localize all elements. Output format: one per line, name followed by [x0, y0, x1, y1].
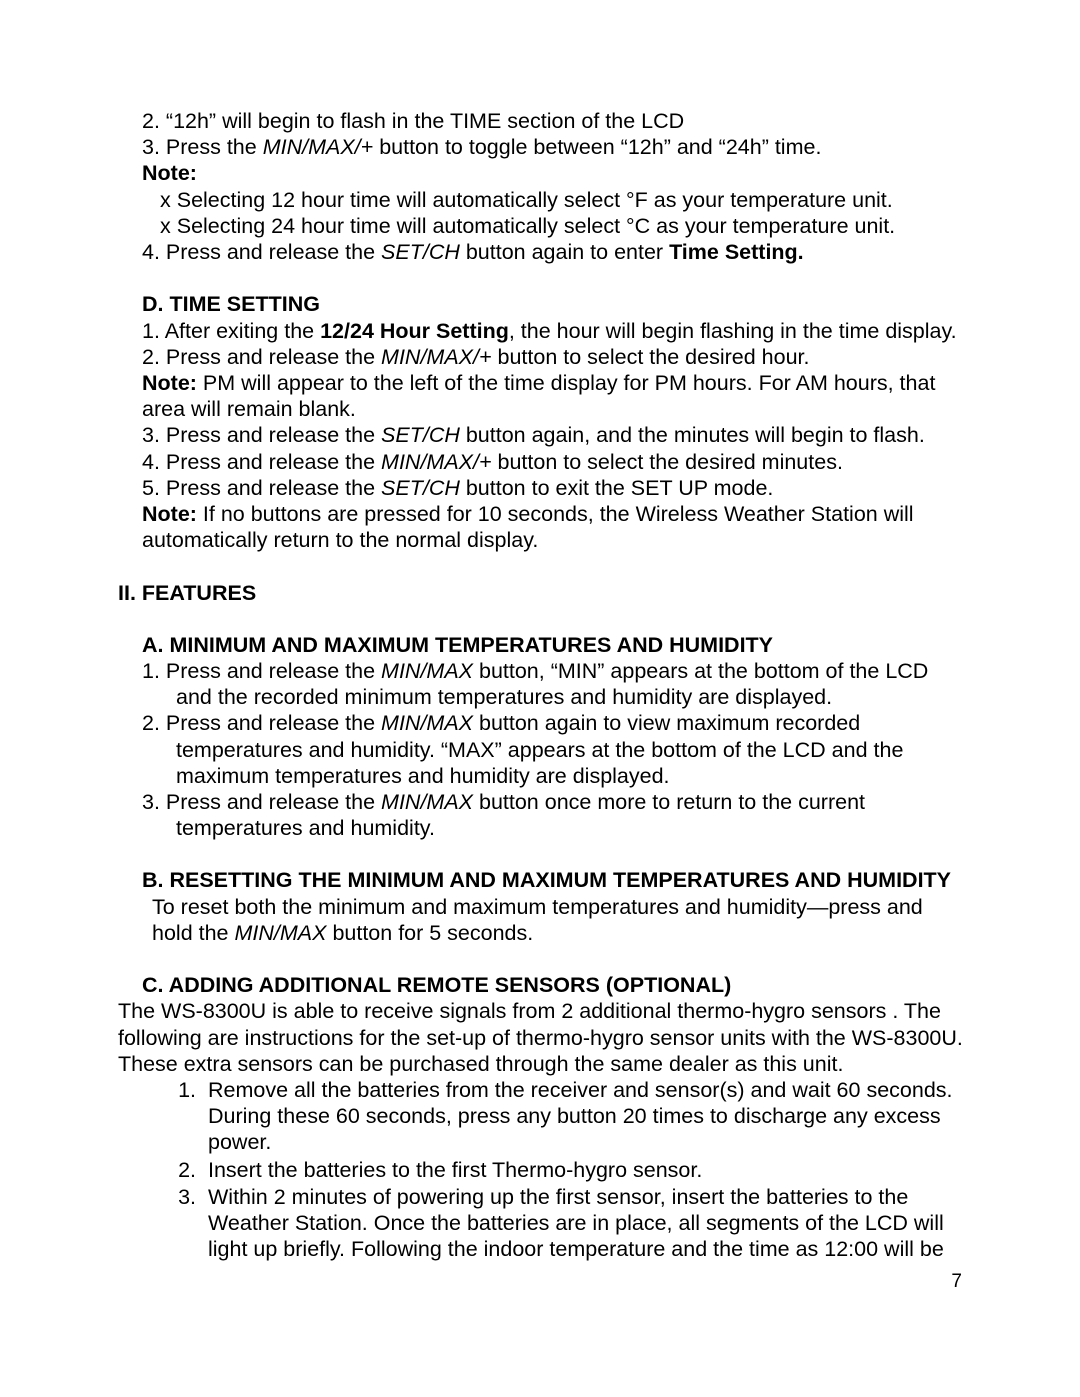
list-item: 2. “12h” will begin to flash in the TIME… — [118, 108, 968, 134]
heading-d: D. TIME SETTING — [118, 291, 968, 317]
button-name: MIN/MAX/+ — [381, 345, 492, 369]
list-item: 4. Press and release the SET/CH button a… — [118, 239, 968, 265]
heading-a: A. MINIMUM AND MAXIMUM TEMPERATURES AND … — [118, 632, 968, 658]
list-item: Insert the batteries to the first Thermo… — [202, 1157, 968, 1183]
heading-ii: II. FEATURES — [118, 580, 968, 606]
text: 2. Press and release the — [142, 711, 381, 735]
list-item: 1. After exiting the 12/24 Hour Setting,… — [118, 318, 968, 344]
note: Note: If no buttons are pressed for 10 s… — [118, 501, 968, 553]
button-name: SET/CH — [381, 423, 460, 447]
heading-b: B. RESETTING THE MINIMUM AND MAXIMUM TEM… — [118, 867, 968, 893]
document-page: 2. “12h” will begin to flash in the TIME… — [118, 108, 968, 1264]
list-item: 3. Press and release the SET/CH button a… — [118, 422, 968, 448]
button-name: MIN/MAX/+ — [263, 135, 374, 159]
note: Note: PM will appear to the left of the … — [118, 370, 968, 422]
text: 4. Press and release the — [142, 450, 381, 474]
note-label: Note: — [142, 502, 197, 526]
button-name: SET/CH — [381, 240, 460, 264]
text: 3. Press and release the — [142, 423, 381, 447]
bullet-item: x Selecting 24 hour time will automatica… — [118, 213, 968, 239]
button-name: MIN/MAX — [381, 711, 473, 735]
text: 1. Press and release the — [142, 659, 381, 683]
list-item: 5. Press and release the SET/CH button t… — [118, 475, 968, 501]
button-name: SET/CH — [381, 476, 460, 500]
text: button again, and the minutes will begin… — [460, 423, 925, 447]
paragraph: To reset both the minimum and maximum te… — [118, 894, 968, 946]
text: button to toggle between “12h” and “24h”… — [373, 135, 821, 159]
page-number: 7 — [951, 1270, 962, 1293]
button-name: MIN/MAX — [234, 921, 326, 945]
mode-name: 12/24 Hour Setting — [320, 319, 509, 343]
note-text: If no buttons are pressed for 10 seconds… — [142, 502, 914, 552]
text: 5. Press and release the — [142, 476, 381, 500]
list-item: 2. Press and release the MIN/MAX/+ butto… — [118, 344, 968, 370]
note-label: Note: — [142, 371, 197, 395]
button-name: MIN/MAX/+ — [381, 450, 492, 474]
note-text: PM will appear to the left of the time d… — [142, 371, 935, 421]
list-item: 1. Press and release the MIN/MAX button,… — [118, 658, 968, 710]
text: button again to enter — [460, 240, 669, 264]
paragraph: The WS-8300U is able to receive signals … — [118, 998, 968, 1077]
text: button to exit the SET UP mode. — [460, 476, 774, 500]
list-item: Within 2 minutes of powering up the firs… — [202, 1184, 968, 1263]
text: 1. After exiting the — [142, 319, 320, 343]
list-item: 3. Press the MIN/MAX/+ button to toggle … — [118, 134, 968, 160]
list-item: Remove all the batteries from the receiv… — [202, 1077, 968, 1156]
note-label: Note: — [118, 160, 968, 186]
text: button to select the desired hour. — [492, 345, 810, 369]
heading-c: C. ADDING ADDITIONAL REMOTE SENSORS (OPT… — [118, 972, 968, 998]
text: button for 5 seconds. — [326, 921, 533, 945]
mode-name: Time Setting. — [669, 240, 804, 264]
bullet-item: x Selecting 12 hour time will automatica… — [118, 187, 968, 213]
text: 3. Press the — [142, 135, 263, 159]
button-name: MIN/MAX — [381, 659, 473, 683]
list-item: 2. Press and release the MIN/MAX button … — [118, 710, 968, 789]
text: , the hour will begin flashing in the ti… — [509, 319, 957, 343]
list-item: 4. Press and release the MIN/MAX/+ butto… — [118, 449, 968, 475]
ordered-list: Remove all the batteries from the receiv… — [118, 1077, 968, 1263]
text: 3. Press and release the — [142, 790, 381, 814]
list-item: 3. Press and release the MIN/MAX button … — [118, 789, 968, 841]
text: 4. Press and release the — [142, 240, 381, 264]
text: 2. Press and release the — [142, 345, 381, 369]
button-name: MIN/MAX — [381, 790, 473, 814]
text: button to select the desired minutes. — [492, 450, 843, 474]
